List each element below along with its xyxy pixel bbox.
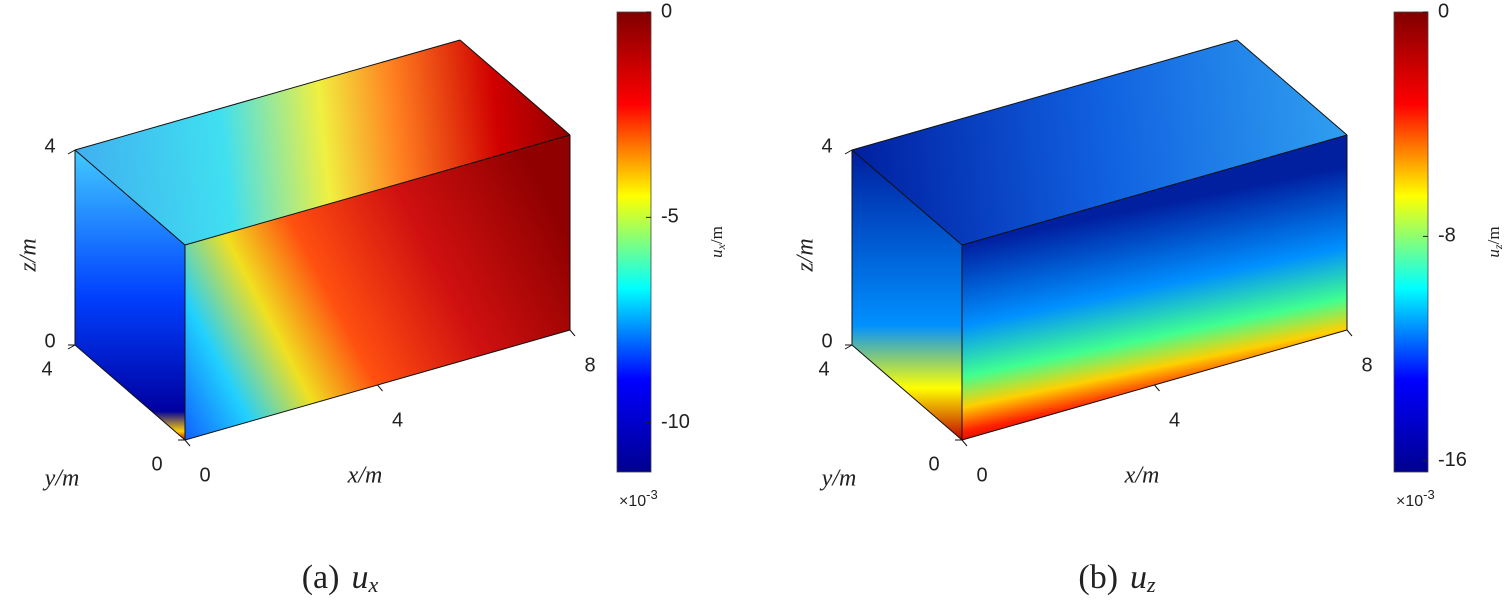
exponent-base: ×10 [1396, 493, 1423, 510]
z-tick-label: 4 [44, 135, 55, 157]
front-face [962, 135, 1347, 440]
x-tick [1346, 329, 1353, 337]
front-face [185, 135, 570, 440]
exponent-base: ×10 [619, 493, 646, 510]
caption: (a) ux [302, 559, 379, 597]
z-tick-label: 0 [44, 330, 55, 352]
caption-tag: (b) [1078, 559, 1118, 596]
box-edge [851, 149, 963, 246]
z-axis-label: z/m [793, 238, 819, 272]
colorbar-label-unit: /m [707, 226, 726, 244]
colorbar-label-unit: /m [1484, 226, 1503, 244]
colorbar-tick-label: -10 [661, 411, 690, 433]
colorbar-tick-label: -16 [1438, 449, 1467, 471]
box-edge [459, 39, 571, 136]
box-edge [851, 39, 1238, 151]
left-face [75, 150, 185, 440]
caption: (b) uz [1078, 559, 1156, 597]
colorbar-tick-label: 0 [661, 0, 672, 22]
z-tick [67, 149, 76, 155]
top-face [852, 40, 1347, 245]
caption-symbol: u [1130, 559, 1147, 596]
colorbar-tick-label: -8 [1438, 225, 1456, 247]
x-axis-label: x/m [1124, 463, 1160, 489]
x-tick [961, 439, 968, 447]
z-tick-label: 0 [821, 330, 832, 352]
box-edge [851, 344, 963, 441]
caption-symbol: u [351, 559, 368, 596]
caption-subscript: z [1146, 572, 1156, 597]
z-tick [844, 344, 853, 350]
colorbar-label: ux/m [707, 226, 728, 258]
caption-tag: (a) [302, 559, 340, 596]
y-tick-label: 4 [818, 358, 829, 380]
colorbar [616, 11, 652, 473]
y-tick-label: 4 [41, 358, 52, 380]
x-tick-label: 4 [1169, 409, 1180, 431]
top-face [75, 40, 570, 245]
y-tick-label: 0 [928, 453, 939, 475]
x-tick-label: 8 [584, 354, 595, 376]
box-edge [184, 134, 571, 246]
colorbar [1393, 11, 1429, 473]
caption-subscript: x [367, 572, 378, 597]
box-edge [74, 39, 461, 151]
colorbar-label: uz/m [1484, 226, 1505, 257]
x-tick-label: 0 [199, 464, 210, 486]
colorbar-label-subscript: z [1491, 244, 1505, 250]
x-tick [569, 329, 576, 337]
z-tick-label: 4 [821, 135, 832, 157]
colorbar-tick-label: -5 [661, 206, 679, 228]
x-tick-label: 8 [1361, 354, 1372, 376]
colorbar-label-subscript: x [714, 243, 728, 250]
x-tick-label: 0 [976, 464, 987, 486]
colorbar-label-symbol: u [1484, 249, 1503, 258]
x-tick [377, 384, 383, 392]
y-axis-label: y/m [43, 466, 80, 492]
y-tick-label: 0 [151, 453, 162, 475]
box-edge [74, 149, 186, 246]
box-edge [74, 344, 186, 441]
x-tick [184, 439, 191, 447]
z-tick [844, 149, 853, 155]
box-edge [961, 134, 1348, 246]
z-tick [67, 344, 76, 350]
x-tick-label: 4 [392, 409, 403, 431]
box-edge [1236, 39, 1348, 136]
x-axis-label: x/m [347, 463, 383, 489]
left-face [852, 150, 962, 440]
z-axis-label: z/m [16, 238, 42, 272]
colorbar-tick-label: 0 [1438, 0, 1449, 22]
y-axis-label: y/m [820, 466, 857, 492]
x-tick [1154, 384, 1160, 392]
exponent-power: -3 [1423, 487, 1435, 502]
colorbar-exponent: ×10-3 [1396, 487, 1435, 510]
colorbar-exponent: ×10-3 [619, 487, 658, 510]
exponent-power: -3 [646, 487, 658, 502]
colorbar-label-symbol: u [707, 249, 726, 258]
